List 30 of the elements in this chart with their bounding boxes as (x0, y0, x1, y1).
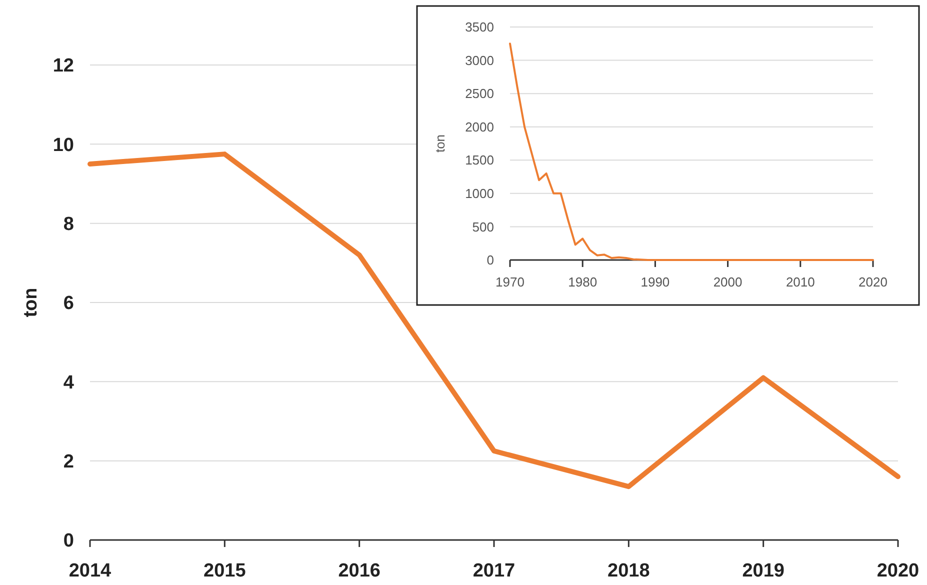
y-tick-label: 2000 (465, 119, 494, 134)
y-tick-label: 3000 (465, 52, 494, 68)
y-tick-label: 500 (472, 219, 494, 234)
x-tick-label: 2017 (472, 560, 516, 582)
y-tick-label: 8 (63, 214, 74, 235)
x-tick-label: 2010 (786, 274, 815, 290)
y-tick-label: 0 (486, 252, 494, 268)
x-tick-label: 1990 (640, 274, 670, 290)
x-tick-label: 2014 (68, 560, 112, 582)
x-tick-label: 2000 (713, 274, 742, 290)
y-tick-label: 3500 (465, 20, 494, 35)
y-tick-label: 1000 (465, 186, 494, 201)
y-tick-label: 0 (63, 530, 74, 552)
y-axis-title: ton (432, 134, 448, 153)
y-tick-label: 12 (52, 56, 74, 77)
x-tick-label: 2020 (858, 274, 888, 290)
y-tick-label: 1500 (465, 152, 494, 168)
y-tick-label: 4 (63, 372, 74, 394)
x-tick-label: 2019 (742, 560, 784, 582)
x-tick-label: 1970 (496, 274, 524, 290)
y-tick-label: 6 (63, 293, 74, 314)
x-tick-label: 2015 (204, 560, 246, 582)
y-tick-label: 10 (52, 134, 74, 156)
y-tick-label: 2 (63, 451, 74, 472)
y-tick-label: 2500 (465, 86, 494, 102)
x-tick-label: 2020 (876, 560, 920, 582)
x-tick-label: 1980 (568, 274, 598, 290)
x-tick-label: 2016 (338, 560, 380, 582)
y-axis-title: ton (20, 288, 42, 318)
x-tick-label: 2018 (608, 560, 650, 582)
